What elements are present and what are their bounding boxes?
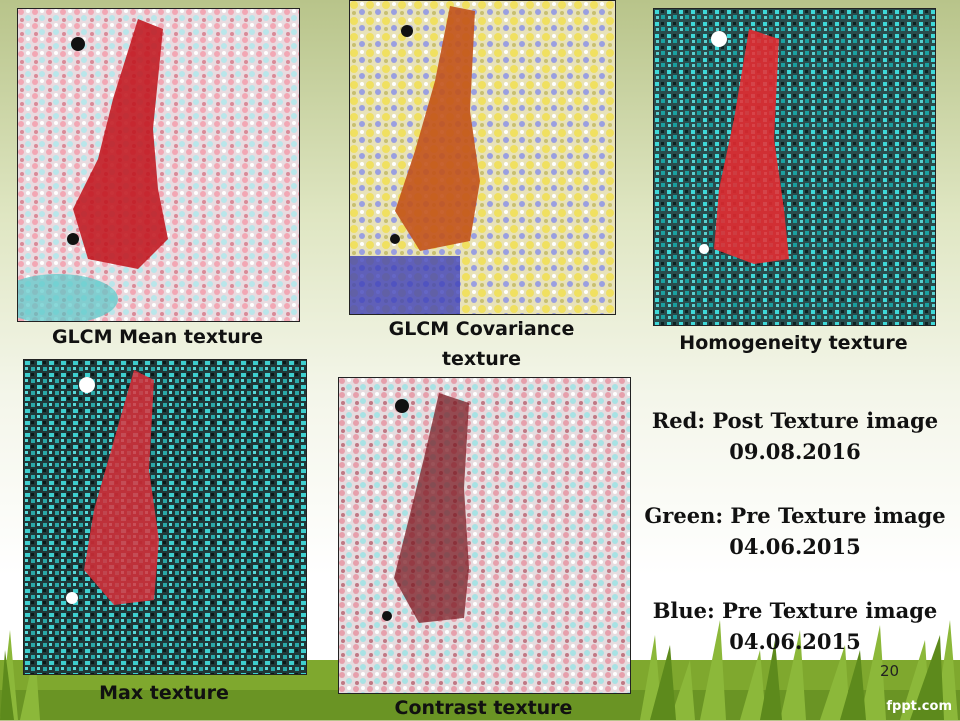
caption-glcm-mean: GLCM Mean texture [51,326,263,348]
max-texture-image [23,359,307,675]
glcm-mean-texture-image [17,8,300,322]
legend-red-line1: Red: Post Texture image [651,408,939,433]
legend-green-line1: Green: Pre Texture image [644,503,946,528]
band-legend: Red: Post Texture image 09.08.2016 Green… [640,405,950,657]
legend-blue-line2: 04.06.2015 [729,629,861,654]
slide-number: 20 [880,662,900,680]
caption-contrast: Contrast texture [394,697,573,719]
caption-glcm-covariance: GLCM Covariance texture [388,318,575,370]
brand-watermark: fppt.com [886,699,952,714]
legend-blue-line1: Blue: Pre Texture image [652,598,938,623]
contrast-texture-image [338,377,631,694]
caption-max: Max texture [99,682,229,704]
glcm-covariance-texture-image [349,0,616,315]
homogeneity-texture-image [653,8,936,326]
caption-homogeneity: Homogeneity texture [679,332,908,354]
legend-green-line2: 04.06.2015 [729,534,861,559]
legend-red-line2: 09.08.2016 [729,439,861,464]
